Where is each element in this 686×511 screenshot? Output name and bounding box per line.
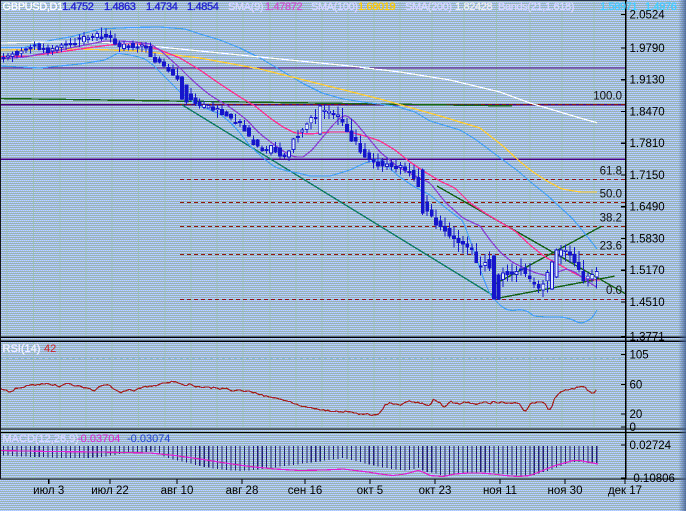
svg-text:1.4976: 1.4976 (645, 1, 677, 13)
svg-text:38.2: 38.2 (600, 213, 622, 225)
svg-text:-0.03074: -0.03074 (127, 433, 170, 445)
svg-text:100.0: 100.0 (593, 91, 622, 103)
svg-text:1.4863: 1.4863 (104, 1, 136, 13)
svg-text:1.7150: 1.7150 (630, 170, 665, 182)
svg-text:июл 3: июл 3 (33, 485, 64, 497)
svg-text:ноя 30: ноя 30 (548, 485, 583, 497)
svg-text:1.4752: 1.4752 (62, 1, 94, 13)
svg-text:42: 42 (44, 343, 56, 355)
svg-text:-0.03704: -0.03704 (77, 433, 120, 445)
svg-text:1.47872: 1.47872 (265, 1, 303, 13)
svg-text:авг 28: авг 28 (226, 485, 259, 497)
svg-text:1.8470: 1.8470 (630, 106, 665, 118)
svg-text:1.68019: 1.68019 (358, 1, 396, 13)
svg-text:GBPUSD,D1: GBPUSD,D1 (3, 1, 64, 13)
svg-text:MACD(12,26,9): MACD(12,26,9) (3, 433, 79, 445)
svg-text:1.58971: 1.58971 (600, 1, 638, 13)
svg-text:61.8: 61.8 (600, 166, 622, 178)
svg-text:1.9790: 1.9790 (630, 43, 665, 55)
svg-text:окт 23: окт 23 (419, 485, 452, 497)
svg-text:20: 20 (630, 409, 643, 421)
svg-text:1.5830: 1.5830 (630, 233, 665, 245)
svg-text:1.4734: 1.4734 (146, 1, 178, 13)
svg-text:1.7810: 1.7810 (630, 138, 665, 150)
svg-text:RSI(14): RSI(14) (3, 343, 41, 355)
svg-text:1.4854: 1.4854 (187, 1, 219, 13)
svg-text:SMA(100): SMA(100) (311, 1, 358, 13)
svg-text:1.3771: 1.3771 (630, 331, 665, 343)
svg-text:ноя 11: ноя 11 (483, 485, 517, 497)
svg-text:-0.10806: -0.10806 (630, 473, 675, 485)
svg-text:0.0: 0.0 (606, 285, 622, 297)
svg-text:SMA(200): SMA(200) (405, 1, 452, 13)
svg-text:2.0524: 2.0524 (630, 9, 666, 21)
svg-text:23.6: 23.6 (600, 240, 622, 252)
svg-text:окт 5: окт 5 (357, 485, 383, 497)
svg-text:0: 0 (630, 422, 636, 434)
svg-text:июл 22: июл 22 (91, 485, 129, 497)
svg-text:60: 60 (630, 379, 643, 391)
svg-text:0.02724: 0.02724 (630, 440, 672, 452)
svg-text:авг 10: авг 10 (161, 485, 194, 497)
svg-text:SMA(9): SMA(9) (228, 1, 263, 13)
svg-text:1.4510: 1.4510 (630, 297, 665, 309)
svg-text:дек 17: дек 17 (608, 485, 642, 497)
svg-text:50.0: 50.0 (600, 188, 622, 200)
svg-text:Bands(21,1.618): Bands(21,1.618) (498, 1, 574, 13)
svg-text:сен 16: сен 16 (288, 485, 322, 497)
svg-text:105: 105 (630, 349, 649, 361)
svg-text:1.6490: 1.6490 (630, 202, 665, 214)
svg-text:1.5170: 1.5170 (630, 265, 665, 277)
svg-text:1.82428: 1.82428 (455, 1, 493, 13)
svg-text:1.9130: 1.9130 (630, 75, 665, 87)
